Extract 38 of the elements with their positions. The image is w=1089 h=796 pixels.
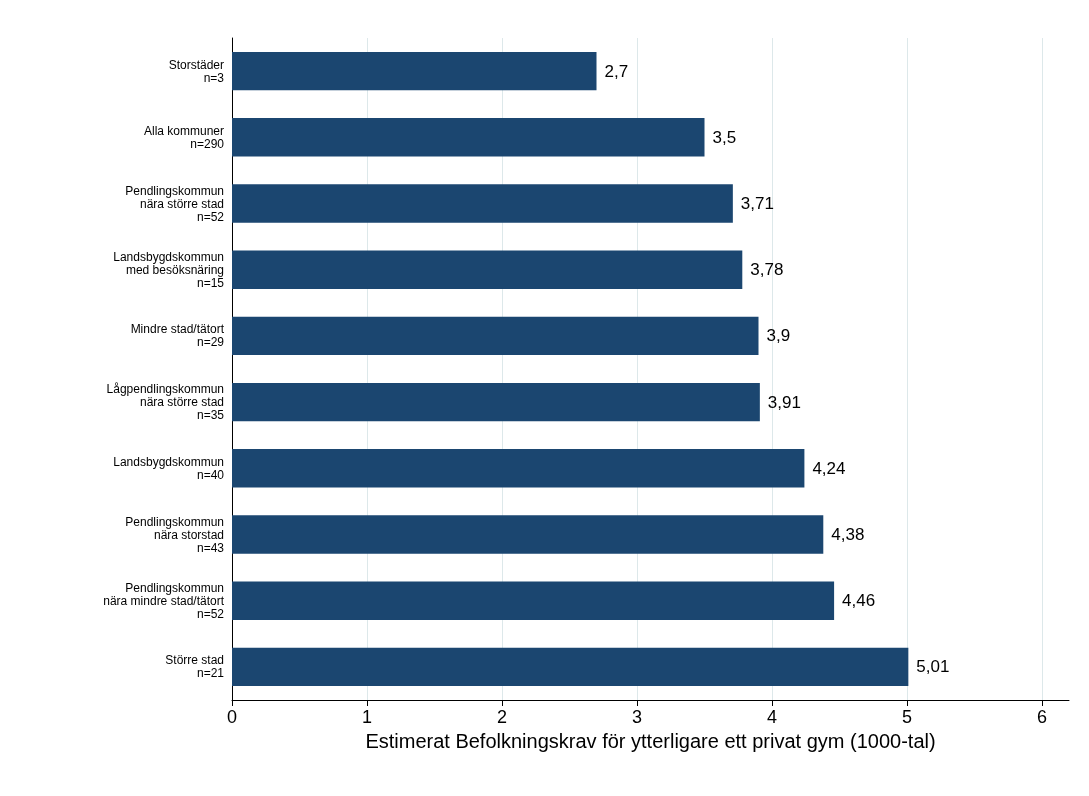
y-tick-label: Pendlingskommun nära större stad n=52 <box>125 183 225 224</box>
bar <box>232 51 597 91</box>
y-tick-label: Landsbygdskommun med besöksnäring n=15 <box>113 249 225 290</box>
y-tick-label: Storstäder n=3 <box>168 57 225 85</box>
x-axis-title: Estimerat Befolkningskrav för ytterligare ett privat gym (1000-tal) <box>365 729 936 752</box>
data-label: 2,7 <box>604 61 629 81</box>
bar <box>232 250 743 289</box>
data-label: 4,38 <box>831 525 865 544</box>
y-tick-label: Pendlingskommun nära storstad n=43 <box>125 514 225 555</box>
y-tick-label: Alla kommuner n=290 <box>143 123 225 151</box>
y-tick-label: Mindre stad/tätort n=29 <box>130 322 225 350</box>
data-label: 3,91 <box>767 392 801 412</box>
bar <box>232 316 759 356</box>
y-tick-label: Pendlingskommun nära mindre stad/tätort n=52 <box>103 580 225 621</box>
y-tick-label: Landsbygdskommun n=40 <box>113 454 225 482</box>
x-tick-label: 5 <box>901 707 913 727</box>
data-label: 3,71 <box>740 194 774 213</box>
x-tick-label: 6 <box>1036 707 1048 727</box>
data-label: 3,78 <box>750 260 784 280</box>
x-tick-label: 1 <box>361 707 373 727</box>
bar <box>232 647 909 687</box>
bar <box>232 382 760 422</box>
y-tick-label: Större stad n=21 <box>165 653 225 681</box>
x-tick-label: 4 <box>766 707 778 727</box>
y-tick-label: Lågpendlingskommun nära större stad n=35 <box>106 382 225 423</box>
data-label: 3,5 <box>712 127 737 147</box>
data-label: 5,01 <box>916 657 950 677</box>
bar <box>232 118 705 157</box>
data-label: 3,9 <box>766 326 791 346</box>
bar <box>232 581 835 620</box>
data-label: 4,46 <box>842 591 876 611</box>
bar <box>232 515 824 554</box>
x-tick-label: 0 <box>226 707 238 727</box>
bar <box>232 449 805 488</box>
bar <box>232 184 733 223</box>
data-label: 4,24 <box>812 458 846 478</box>
x-tick-label: 2 <box>496 707 508 727</box>
x-tick-label: 3 <box>631 707 643 727</box>
